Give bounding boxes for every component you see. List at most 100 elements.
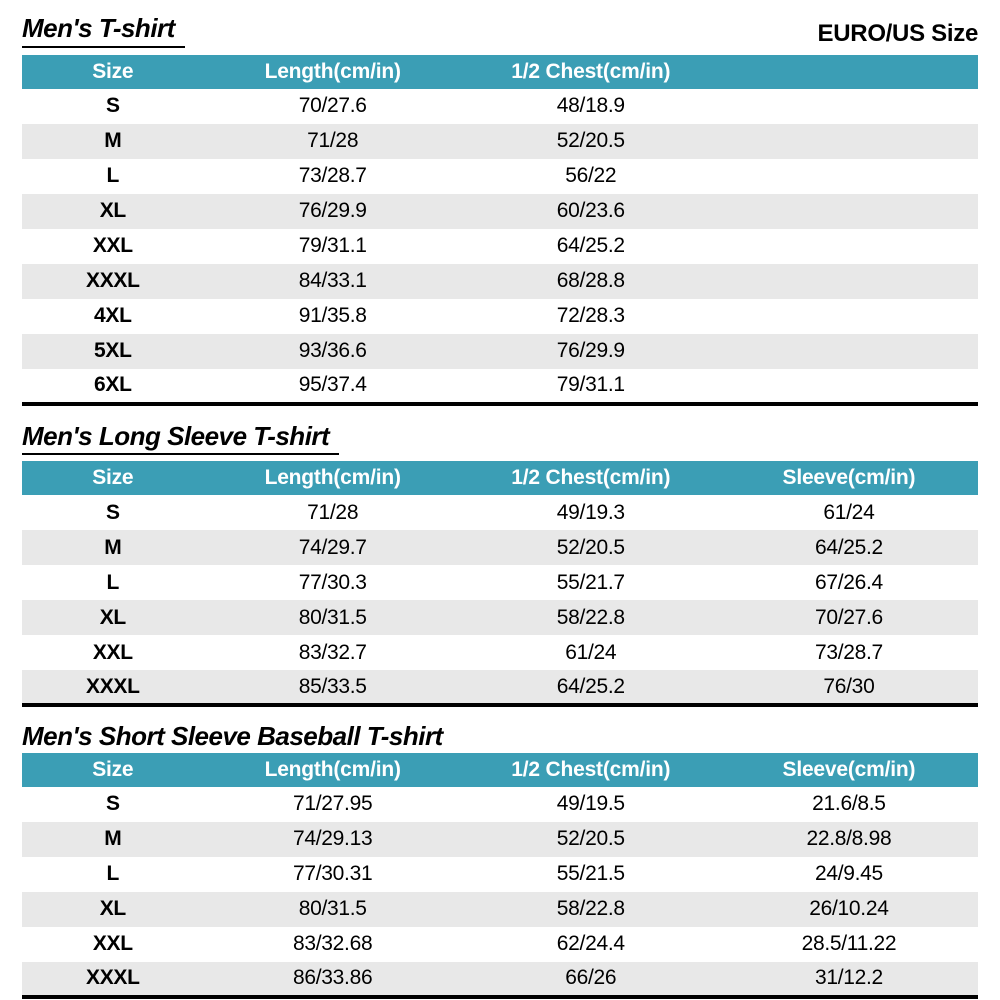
column-header: Length(cm/in) [203,461,462,496]
measurement-cell: 28.5/11.22 [801,932,897,956]
measurement-cell: 72/28.3 [556,304,625,328]
measurement-cell: 67/26.4 [814,570,883,594]
size-cell: XXL [92,234,133,258]
measurement-cell: 74/29.13 [293,827,373,851]
measurement-cell: 71/28 [307,500,359,524]
size-cell: M [104,129,122,153]
measurement-cell [720,334,978,369]
table-row: L 73/28.7 56/22 [22,159,978,194]
section-title-mens-baseball-tshirt: Men's Short Sleeve Baseball T-shirt [22,721,443,752]
column-header [719,54,978,89]
table-header-row: Size Length(cm/in) 1/2 Chest(cm/in) Sleeve(… [22,752,978,787]
measurement-cell: 83/32.68 [293,932,373,956]
measurement-cell: 21.6/8.5 [812,792,886,816]
size-cell: 6XL [94,373,132,397]
measurement-cell [720,229,978,264]
measurement-cell: 70/27.6 [814,605,883,629]
size-cell: M [104,535,122,559]
table-row: M 74/29.7 52/20.5 64/25.2 [22,530,978,566]
measurement-cell: 49/19.3 [556,500,625,524]
measurement-cell: 22.8/8.98 [806,827,892,851]
measurement-cell: 64/25.2 [556,674,625,698]
measurement-cell: 93/36.6 [298,339,367,363]
size-cell: 4XL [94,304,132,328]
measurement-cell: 58/22.8 [556,605,625,629]
size-cell: XXL [92,932,133,956]
measurement-cell: 66/26 [565,966,617,990]
measurement-cell: 26/10.24 [809,897,889,921]
size-cell: XXXL [85,966,140,990]
table-row: XL 80/31.5 58/22.8 70/27.6 [22,600,978,636]
measurement-cell: 77/30.3 [298,570,367,594]
measurement-cell [720,299,978,334]
size-cell: XL [99,897,127,921]
measurement-cell [720,89,978,124]
column-header: Sleeve(cm/in) [719,752,978,787]
measurement-cell: 76/29.9 [556,339,625,363]
size-cell: S [105,792,120,816]
measurement-cell: 79/31.1 [556,373,625,397]
size-cell: 5XL [94,339,132,363]
measurement-cell: 79/31.1 [298,234,367,258]
table-row: XL 76/29.9 60/23.6 [22,193,978,229]
measurement-cell: 73/28.7 [298,164,367,188]
column-header: Length(cm/in) [203,752,462,787]
measurement-cell: 80/31.5 [298,605,367,629]
table-header-row: Size Length(cm/in) 1/2 Chest(cm/in) Sleeve(… [22,461,978,496]
measurement-cell: 64/25.2 [814,535,883,559]
table-row: M 74/29.13 52/20.5 22.8/8.98 [22,821,978,857]
size-cell: L [106,570,120,594]
table-row: 5XL 93/36.6 76/29.9 [22,333,978,369]
section-title-mens-tshirt: Men's T-shirt [22,14,185,48]
measurement-cell: 56/22 [565,164,617,188]
table-row: XXL 83/32.7 61/24 73/28.7 [22,635,978,670]
table-row: XXL 83/32.68 62/24.4 28.5/11.22 [22,927,978,962]
measurement-cell: 70/27.6 [298,94,367,118]
size-standard-label: EURO/US Size [817,20,979,48]
table-row: XXXL 85/33.5 64/25.2 76/30 [22,670,978,706]
measurement-cell: 24/9.45 [814,862,883,886]
measurement-cell: 55/21.5 [556,862,625,886]
measurement-cell: 64/25.2 [556,234,625,258]
measurement-cell: 76/30 [823,674,875,698]
measurement-cell: 71/28 [307,129,359,153]
measurement-cell: 52/20.5 [556,827,625,851]
mens-long-sleeve-size-table: Size Length(cm/in) 1/2 Chest(cm/in) Sleeve(… [22,461,978,708]
table-row: S 71/28 49/19.3 61/24 [22,495,978,530]
table-row: L 77/30.3 55/21.7 67/26.4 [22,565,978,600]
measurement-cell [720,264,978,299]
mens-baseball-size-table: Size Length(cm/in) 1/2 Chest(cm/in) Sleeve(… [22,752,978,999]
column-header: Sleeve(cm/in) [719,461,978,496]
column-header: 1/2 Chest(cm/in) [461,752,720,787]
measurement-cell [720,124,978,159]
measurement-cell: 95/37.4 [298,373,367,397]
table-row: 4XL 91/35.8 72/28.3 [22,299,978,334]
measurement-cell [720,194,978,229]
table-row: XL 80/31.5 58/22.8 26/10.24 [22,891,978,927]
measurement-cell: 55/21.7 [556,570,625,594]
measurement-cell: 73/28.7 [814,640,883,664]
table-row: L 77/30.31 55/21.5 24/9.45 [22,857,978,892]
table-row: XXL 79/31.1 64/25.2 [22,229,978,264]
measurement-cell: 48/18.9 [556,94,625,118]
column-header: Size [22,54,204,89]
measurement-cell: 71/27.95 [293,792,373,816]
measurement-cell: 68/28.8 [556,269,625,293]
size-cell: M [104,827,122,851]
measurement-cell: 49/19.5 [556,792,625,816]
size-cell: L [106,862,120,886]
table-row: M 71/28 52/20.5 [22,123,978,159]
column-header: Size [22,752,204,787]
table-row: 6XL 95/37.4 79/31.1 [22,369,978,404]
table-row: S 71/27.95 49/19.5 21.6/8.5 [22,787,978,822]
measurement-cell [720,159,978,194]
measurement-cell: 61/24 [823,500,875,524]
size-cell: XL [99,605,127,629]
measurement-cell: 86/33.86 [293,966,373,990]
measurement-cell: 61/24 [565,640,617,664]
measurement-cell: 76/29.9 [298,199,367,223]
size-cell: S [105,94,120,118]
measurement-cell: 58/22.8 [556,897,625,921]
section-title-mens-long-sleeve-tshirt: Men's Long Sleeve T-shirt [22,421,340,456]
